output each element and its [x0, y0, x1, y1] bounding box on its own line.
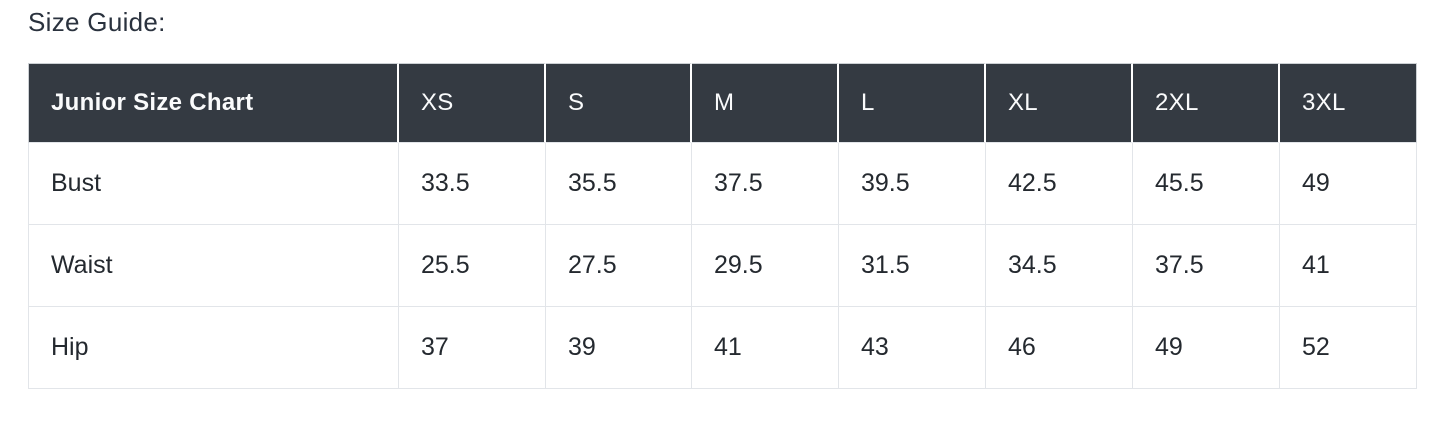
size-column-header-xl: XL — [986, 62, 1133, 143]
size-value-cell: 41 — [1280, 224, 1417, 307]
size-value-cell: 45.5 — [1133, 142, 1280, 225]
size-value-cell: 34.5 — [986, 224, 1133, 307]
size-column-header-xs: XS — [399, 62, 546, 143]
size-column-header-l: L — [839, 62, 986, 143]
size-value-cell: 37 — [399, 306, 546, 389]
page-title: Size Guide: — [28, 7, 166, 37]
size-value-cell: 46 — [986, 306, 1133, 389]
size-value-cell: 39.5 — [839, 142, 986, 225]
measurement-row-label: Bust — [28, 142, 399, 225]
size-value-cell: 39 — [546, 306, 692, 389]
size-value-cell: 41 — [692, 306, 839, 389]
table-header-row: Junior Size Chart XS S M L XL 2XL 3XL — [28, 62, 1417, 143]
size-value-cell: 29.5 — [692, 224, 839, 307]
measurement-row-label: Waist — [28, 224, 399, 307]
size-value-cell: 37.5 — [692, 142, 839, 225]
size-value-cell: 25.5 — [399, 224, 546, 307]
table-corner-header: Junior Size Chart — [28, 62, 399, 143]
table-row-bust: Bust 33.5 35.5 37.5 39.5 42.5 45.5 49 — [28, 142, 1417, 225]
size-column-header-s: S — [546, 62, 692, 143]
size-value-cell: 37.5 — [1133, 224, 1280, 307]
table-row-waist: Waist 25.5 27.5 29.5 31.5 34.5 37.5 41 — [28, 224, 1417, 307]
size-value-cell: 35.5 — [546, 142, 692, 225]
size-guide-section: Size Guide: Junior Size Chart XS S M L X… — [28, 7, 1417, 389]
junior-size-chart-table: Junior Size Chart XS S M L XL 2XL 3XL Bu… — [28, 62, 1417, 389]
measurement-row-label: Hip — [28, 306, 399, 389]
table-row-hip: Hip 37 39 41 43 46 49 52 — [28, 306, 1417, 389]
size-column-header-2xl: 2XL — [1133, 62, 1280, 143]
size-value-cell: 31.5 — [839, 224, 986, 307]
size-column-header-3xl: 3XL — [1280, 62, 1417, 143]
size-value-cell: 49 — [1133, 306, 1280, 389]
size-value-cell: 42.5 — [986, 142, 1133, 225]
size-value-cell: 49 — [1280, 142, 1417, 225]
size-column-header-m: M — [692, 62, 839, 143]
size-value-cell: 27.5 — [546, 224, 692, 307]
size-value-cell: 52 — [1280, 306, 1417, 389]
size-value-cell: 33.5 — [399, 142, 546, 225]
size-value-cell: 43 — [839, 306, 986, 389]
